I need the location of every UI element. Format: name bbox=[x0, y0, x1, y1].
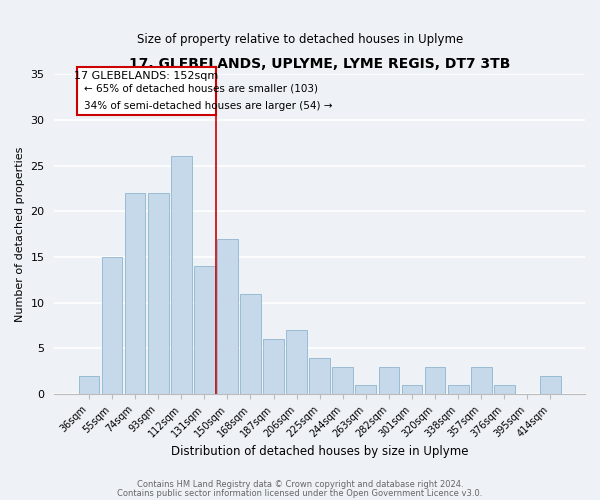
Title: 17, GLEBELANDS, UPLYME, LYME REGIS, DT7 3TB: 17, GLEBELANDS, UPLYME, LYME REGIS, DT7 … bbox=[129, 58, 511, 71]
Text: Size of property relative to detached houses in Uplyme: Size of property relative to detached ho… bbox=[137, 32, 463, 46]
Bar bbox=[494, 385, 515, 394]
Bar bbox=[79, 376, 99, 394]
Bar bbox=[401, 385, 422, 394]
Bar bbox=[148, 193, 169, 394]
Bar bbox=[240, 294, 261, 394]
Y-axis label: Number of detached properties: Number of detached properties bbox=[15, 146, 25, 322]
Bar bbox=[355, 385, 376, 394]
Text: Contains public sector information licensed under the Open Government Licence v3: Contains public sector information licen… bbox=[118, 488, 482, 498]
Bar bbox=[332, 367, 353, 394]
Bar bbox=[379, 367, 400, 394]
Bar bbox=[101, 257, 122, 394]
Bar bbox=[540, 376, 561, 394]
Text: 34% of semi-detached houses are larger (54) →: 34% of semi-detached houses are larger (… bbox=[84, 100, 333, 110]
Bar bbox=[194, 266, 215, 394]
Bar bbox=[171, 156, 191, 394]
FancyBboxPatch shape bbox=[77, 66, 216, 115]
Text: 17 GLEBELANDS: 152sqm: 17 GLEBELANDS: 152sqm bbox=[74, 72, 219, 82]
Bar bbox=[263, 340, 284, 394]
Text: ← 65% of detached houses are smaller (103): ← 65% of detached houses are smaller (10… bbox=[84, 84, 318, 94]
Bar bbox=[286, 330, 307, 394]
Bar bbox=[471, 367, 491, 394]
Bar bbox=[125, 193, 145, 394]
X-axis label: Distribution of detached houses by size in Uplyme: Distribution of detached houses by size … bbox=[171, 444, 469, 458]
Bar bbox=[310, 358, 330, 394]
Bar bbox=[217, 238, 238, 394]
Bar bbox=[425, 367, 445, 394]
Bar bbox=[448, 385, 469, 394]
Text: Contains HM Land Registry data © Crown copyright and database right 2024.: Contains HM Land Registry data © Crown c… bbox=[137, 480, 463, 489]
